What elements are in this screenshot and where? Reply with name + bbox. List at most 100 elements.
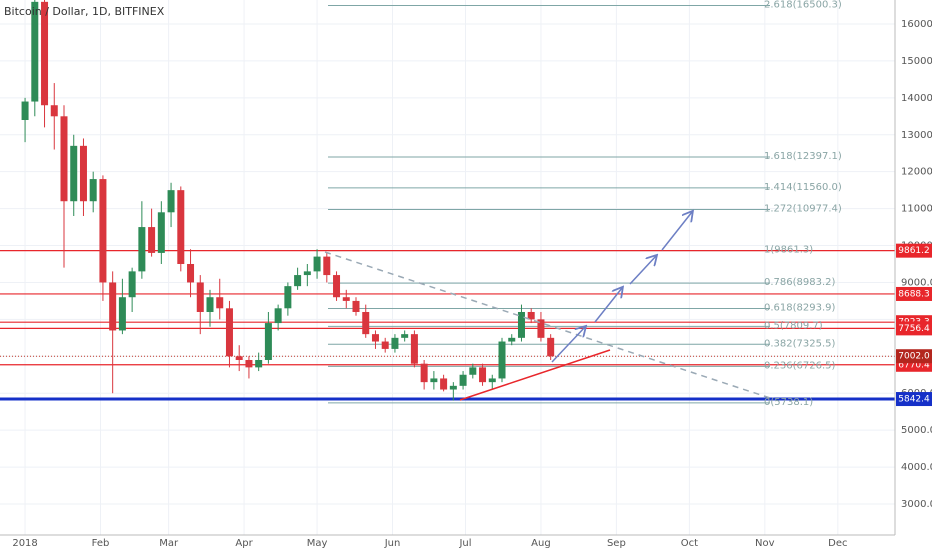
- candle-body: [352, 300, 360, 312]
- fib-label: 0.382(7325.5): [764, 338, 836, 349]
- candle-body: [517, 311, 525, 338]
- y-tick-label: 5000.0: [901, 425, 932, 436]
- candle-body: [303, 271, 311, 276]
- candle-body: [245, 359, 253, 368]
- price-tag-label: 6770.4: [898, 360, 930, 370]
- price-tag: [896, 392, 932, 407]
- candle-body: [21, 101, 29, 120]
- x-tick-label: Jul: [458, 538, 471, 549]
- y-tick-label: 11000.0: [901, 204, 932, 215]
- y-tick-label: 16000.0: [901, 19, 932, 30]
- candle-body: [41, 1, 49, 106]
- candle-body: [391, 337, 399, 349]
- plot: [0, 0, 895, 535]
- price-tag-label: 7002.0: [898, 352, 930, 362]
- x-tick-label: Feb: [92, 538, 110, 549]
- candle-body: [157, 212, 165, 253]
- x-tick-label: Apr: [235, 538, 253, 549]
- candle-body: [527, 311, 535, 320]
- candle-body: [381, 341, 389, 349]
- fib-label: 0.5(7809.7): [764, 320, 823, 331]
- fib-label: 0.618(8293.9): [764, 303, 836, 314]
- fib-label: 0.786(8983.2): [764, 277, 836, 288]
- candle-body: [70, 145, 78, 202]
- candle-body: [206, 297, 214, 312]
- fib-label: 0(5738.1): [764, 397, 813, 408]
- y-tick-label: 3000.0: [901, 499, 932, 510]
- candle-body: [479, 367, 487, 383]
- candle-body: [255, 359, 263, 368]
- candle-body: [99, 179, 107, 283]
- candle-body: [362, 311, 370, 335]
- candle-body: [449, 385, 457, 390]
- trend-line: [459, 349, 611, 401]
- fib-label: 1(9861.3): [764, 245, 813, 256]
- candle-body: [187, 263, 195, 283]
- candle-body: [177, 190, 185, 264]
- y-tick-label: 13000.0: [901, 130, 932, 141]
- y-tick-label: 15000.0: [901, 56, 932, 67]
- price-tag-label: 8688.3: [898, 289, 930, 299]
- price-tag: [896, 243, 932, 258]
- candle-body: [216, 297, 224, 309]
- candle-body: [459, 374, 467, 386]
- projection-arrows: [551, 212, 692, 363]
- candle-body: [60, 116, 68, 202]
- trend-line: [324, 251, 771, 399]
- candle-body: [420, 363, 428, 383]
- price-tag: [896, 349, 932, 364]
- candle-body: [284, 286, 292, 309]
- candle-body: [235, 356, 243, 360]
- candle-body: [264, 323, 272, 360]
- fib-label: 0.236(6726.5): [764, 360, 836, 371]
- price-tag-label: 9861.2: [898, 246, 930, 256]
- y-tick-label: 9000.0: [901, 277, 932, 288]
- candle-body: [508, 337, 516, 342]
- candle-body: [430, 378, 438, 383]
- x-tick-label: Oct: [681, 538, 698, 549]
- candle-body: [109, 282, 117, 331]
- y-tick-label: 12000.0: [901, 167, 932, 178]
- candle-body: [323, 256, 331, 276]
- candle-body: [488, 378, 496, 383]
- candle-body: [547, 337, 555, 357]
- y-tick-label: 14000.0: [901, 93, 932, 104]
- candle-body: [167, 190, 175, 213]
- x-tick-label: Aug: [531, 538, 551, 549]
- fib-label: 1.618(12397.1): [764, 151, 842, 162]
- price-tag-label: 5842.4: [898, 395, 930, 405]
- candle-body: [128, 271, 136, 298]
- candle-body: [294, 275, 302, 287]
- chart-title: Bitcoin / Dollar, 1D, BITFINEX: [4, 5, 165, 18]
- candle-body: [31, 1, 39, 102]
- x-tick-label: Sep: [607, 538, 626, 549]
- price-tag: [896, 286, 932, 301]
- x-tick-label: Mar: [159, 538, 179, 549]
- fib-label: 1.272(10977.4): [764, 203, 842, 214]
- candle-body: [342, 297, 350, 301]
- candle-body: [50, 105, 58, 117]
- candle-body: [79, 145, 87, 202]
- fib-label: 2.618(16500.3): [764, 0, 842, 11]
- price-tag-label: 7756.4: [898, 324, 930, 334]
- y-tick-label: 4000.0: [901, 462, 932, 473]
- candle-body: [274, 308, 282, 324]
- candle-body: [469, 367, 477, 375]
- candle-body: [410, 334, 418, 364]
- candle-body: [440, 378, 448, 390]
- x-tick-label: May: [307, 538, 328, 549]
- candle-body: [333, 275, 341, 298]
- x-tick-label: Dec: [828, 538, 847, 549]
- candle-body: [371, 334, 379, 342]
- candle-body: [313, 256, 321, 272]
- x-tick-label: 2018: [12, 538, 37, 549]
- fib-label: 1.414(11560.0): [764, 182, 842, 193]
- candle-body: [401, 334, 409, 338]
- candle-body: [89, 179, 97, 202]
- candle-body: [225, 308, 233, 357]
- x-tick-label: Jun: [384, 538, 401, 549]
- candle-body: [138, 227, 146, 272]
- candle-body: [196, 282, 204, 312]
- candle-body: [498, 341, 506, 379]
